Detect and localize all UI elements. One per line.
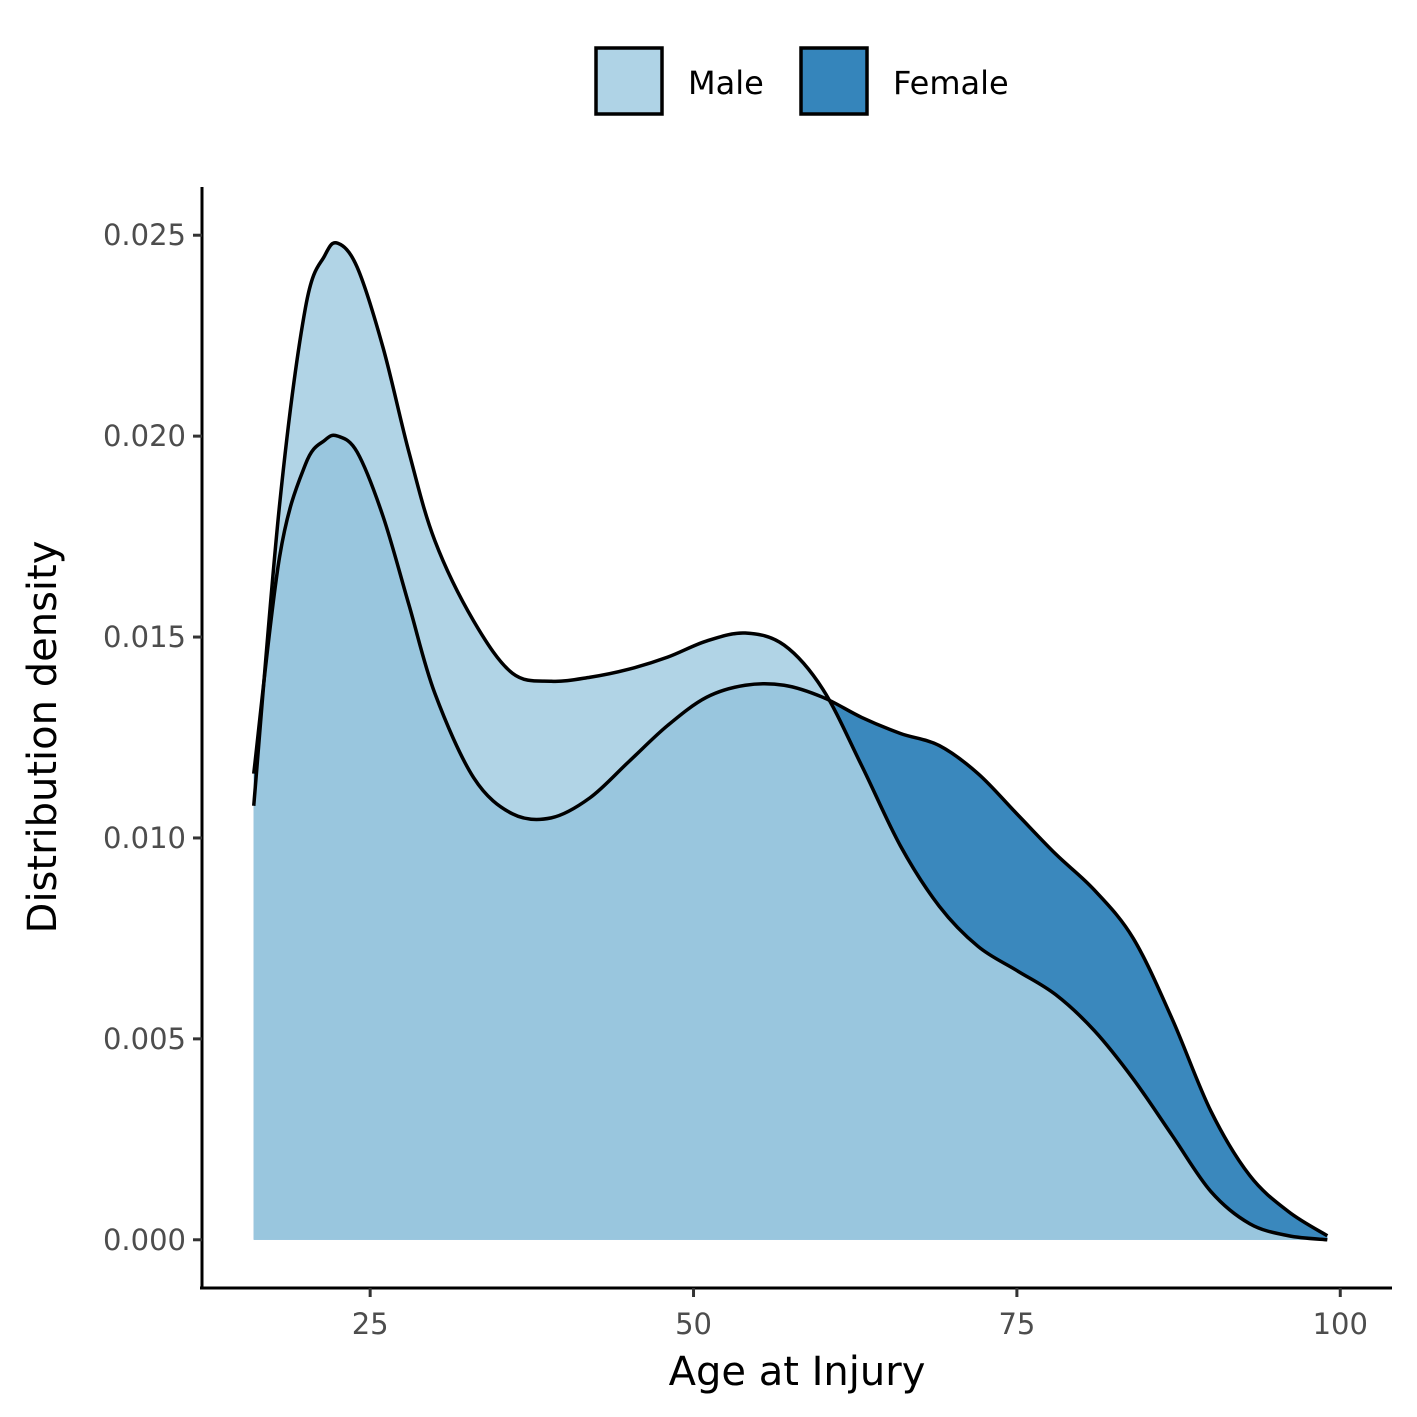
y-tick-label: 0.005	[103, 1022, 186, 1056]
x-tick-label: 75	[998, 1307, 1035, 1341]
x-tick-label: 25	[352, 1307, 389, 1341]
y-tick-label: 0.015	[103, 620, 186, 654]
male-density-area	[253, 242, 1328, 1240]
legend-key-female	[799, 46, 869, 116]
y-tick-label: 0.020	[103, 419, 186, 453]
y-axis-ticks: 0.000 0.005 0.010 0.015 0.020 0.025	[103, 218, 202, 1257]
y-axis-title: Distribution density	[20, 541, 66, 934]
male-density-line	[251, 241, 1328, 1242]
y-tick-label: 0.010	[103, 821, 186, 855]
x-axis-ticks: 25 50 75 100	[352, 1288, 1368, 1341]
y-tick-label: 0.025	[103, 218, 186, 252]
legend: Male Female	[594, 46, 1009, 116]
x-axis-title: Age at Injury	[669, 1349, 926, 1395]
x-tick-label: 50	[675, 1307, 712, 1341]
female-density-line	[252, 433, 1329, 1238]
legend-label-female: Female	[893, 64, 1009, 102]
legend-label-male: Male	[688, 64, 764, 102]
plot-area	[251, 241, 1329, 1242]
y-tick-label: 0.000	[103, 1223, 186, 1257]
x-tick-label: 100	[1313, 1307, 1368, 1341]
legend-key-male	[594, 46, 664, 116]
